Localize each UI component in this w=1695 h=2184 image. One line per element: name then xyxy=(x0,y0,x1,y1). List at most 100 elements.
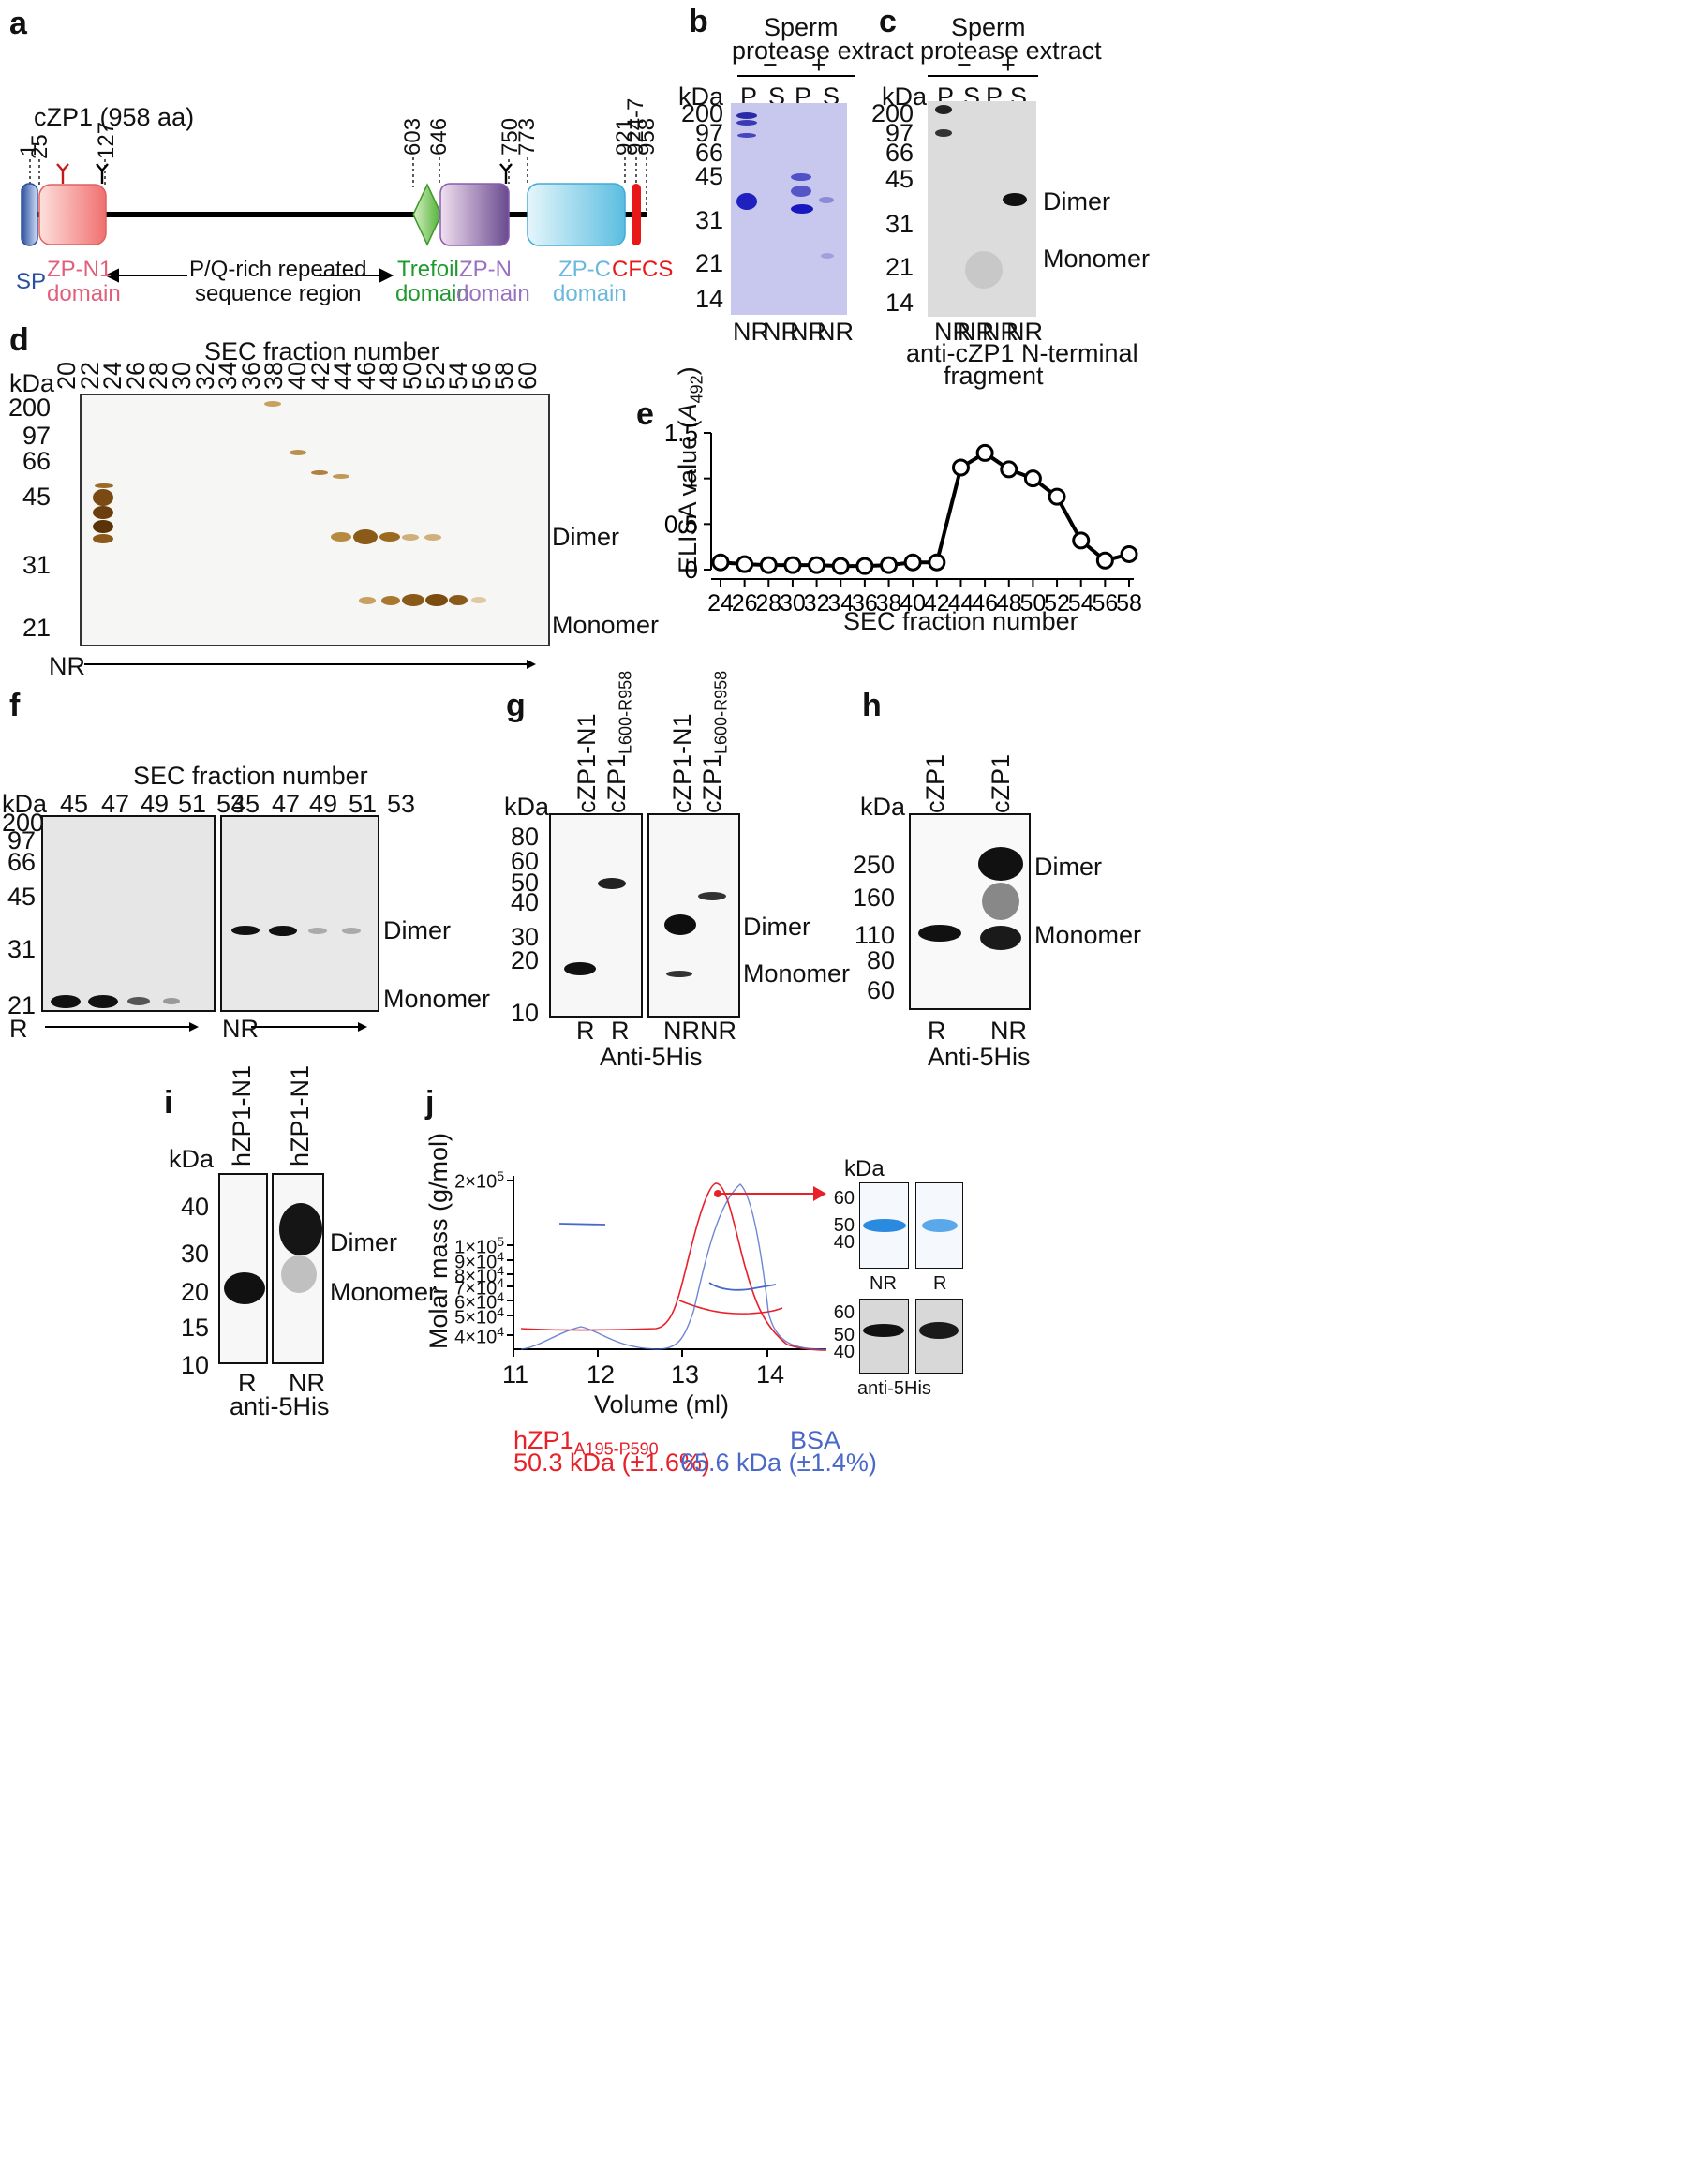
inset-bottom-50: 50 xyxy=(833,1325,855,1345)
elisa-data-point xyxy=(1023,469,1042,488)
band xyxy=(93,506,113,519)
signal-peptide-domain xyxy=(21,183,38,246)
elisa-data-point xyxy=(1000,460,1018,479)
band xyxy=(331,532,351,542)
western-blot-f-reducing xyxy=(41,815,216,1012)
marker-d-66: 66 xyxy=(22,447,51,475)
panel-g-dimer: Dimer xyxy=(743,913,810,941)
panel-c-rule xyxy=(928,75,1038,77)
panel-f-dimer: Dimer xyxy=(383,916,451,944)
frac-f-45: 45 xyxy=(60,790,89,818)
band xyxy=(264,401,281,407)
panel-d-monomer: Monomer xyxy=(552,611,660,639)
marker-c-66: 66 xyxy=(885,139,914,167)
panel-j-xlabel: Volume (ml) xyxy=(594,1390,730,1419)
band xyxy=(342,928,361,934)
panel-f-monomer: Monomer xyxy=(383,985,491,1013)
inset-top-60: 60 xyxy=(833,1188,855,1209)
marker-i-20: 20 xyxy=(180,1278,209,1306)
marker-d-200: 200 xyxy=(7,394,51,422)
band xyxy=(666,971,692,977)
band xyxy=(424,534,441,541)
band xyxy=(279,1203,322,1255)
panel-f-arrows xyxy=(45,1022,367,1032)
marker-b-45: 45 xyxy=(694,162,723,190)
silver-gel-d xyxy=(80,394,550,646)
inset-lane-r: R xyxy=(933,1273,947,1294)
panel-f-kda: kDa xyxy=(2,790,48,818)
elisa-data-point xyxy=(1120,544,1138,563)
band xyxy=(449,595,468,605)
position-leaders xyxy=(29,157,647,211)
panel-c-letter: c xyxy=(879,4,897,39)
frac-f2-49: 49 xyxy=(309,790,338,818)
elisa-ytick-label: 0 xyxy=(685,556,698,584)
elisa-xtick-label: 50 xyxy=(1020,590,1047,617)
band xyxy=(791,173,811,181)
pq-label: P/Q-rich repeated xyxy=(189,257,367,282)
pq-region-arrow xyxy=(104,268,394,283)
elisa-xtick-label: 56 xyxy=(1092,590,1118,617)
cond-b-2: NR xyxy=(763,318,799,346)
band xyxy=(224,1272,265,1304)
band xyxy=(819,197,834,203)
band xyxy=(127,997,150,1005)
frac-f2-51: 51 xyxy=(349,790,378,818)
marker-c-21: 21 xyxy=(885,253,914,281)
lane-b-3: P xyxy=(795,82,812,111)
band xyxy=(863,1324,904,1337)
legend-hzp1-sub: A195-P590 xyxy=(573,1439,659,1459)
j-ytick-exp: 4 xyxy=(497,1263,504,1278)
marker-c-97: 97 xyxy=(885,119,914,147)
western-blot-i-nonreducing xyxy=(272,1173,324,1364)
cond-g-1: R xyxy=(576,1017,595,1045)
band xyxy=(269,926,297,936)
band xyxy=(51,995,81,1008)
marker-g-60: 60 xyxy=(510,847,539,875)
panel-b-rule xyxy=(737,75,855,77)
cond-c-2: NR xyxy=(958,318,994,346)
band xyxy=(698,892,726,900)
band xyxy=(736,193,757,210)
zp-n-domain xyxy=(439,183,510,246)
j-ytick-base: 9×10 xyxy=(454,1252,498,1273)
elisa-data-point xyxy=(975,443,994,462)
marker-b-97: 97 xyxy=(694,119,723,147)
j-ytick-exp: 5 xyxy=(497,1168,504,1183)
band xyxy=(425,594,448,606)
j-xtick-14: 14 xyxy=(756,1360,785,1389)
elisa-xtick-label: 52 xyxy=(1044,590,1070,617)
band xyxy=(935,105,952,114)
j-ytick-label: 6×104 xyxy=(448,1290,504,1313)
band xyxy=(922,1219,958,1232)
panel-g-letter: g xyxy=(506,688,526,723)
marker-g-80: 80 xyxy=(510,823,539,851)
frac-f2-47: 47 xyxy=(272,790,301,818)
protein-name: cZP1 (958 aa) xyxy=(34,103,195,131)
marker-g-30: 30 xyxy=(510,923,539,951)
cfcs-site xyxy=(632,184,641,245)
band xyxy=(93,520,113,533)
band xyxy=(982,883,1019,920)
western-blot-g-reducing xyxy=(549,813,643,1018)
panel-f-letter: f xyxy=(9,688,21,723)
band xyxy=(980,926,1021,950)
inset-coomassie-r xyxy=(915,1182,963,1269)
marker-i-15: 15 xyxy=(180,1314,209,1342)
panel-a-letter: a xyxy=(9,6,27,41)
j-ytick-label: 9×104 xyxy=(448,1250,504,1272)
trefoil-label-2: domain xyxy=(395,281,469,306)
panel-c-title-2: protease extract xyxy=(920,37,1102,65)
panel-b-title-2: protease extract xyxy=(732,37,914,65)
band xyxy=(290,450,306,455)
cond-h-1: R xyxy=(928,1017,946,1045)
band xyxy=(281,1255,317,1293)
sec-mals-chart xyxy=(507,1176,827,1357)
elisa-xtick-label: 26 xyxy=(732,590,758,617)
band xyxy=(88,995,118,1008)
marker-i-40: 40 xyxy=(180,1193,209,1221)
panel-d-nr: NR xyxy=(49,652,85,680)
band xyxy=(359,597,376,604)
cond-g-3: NR xyxy=(663,1017,700,1045)
